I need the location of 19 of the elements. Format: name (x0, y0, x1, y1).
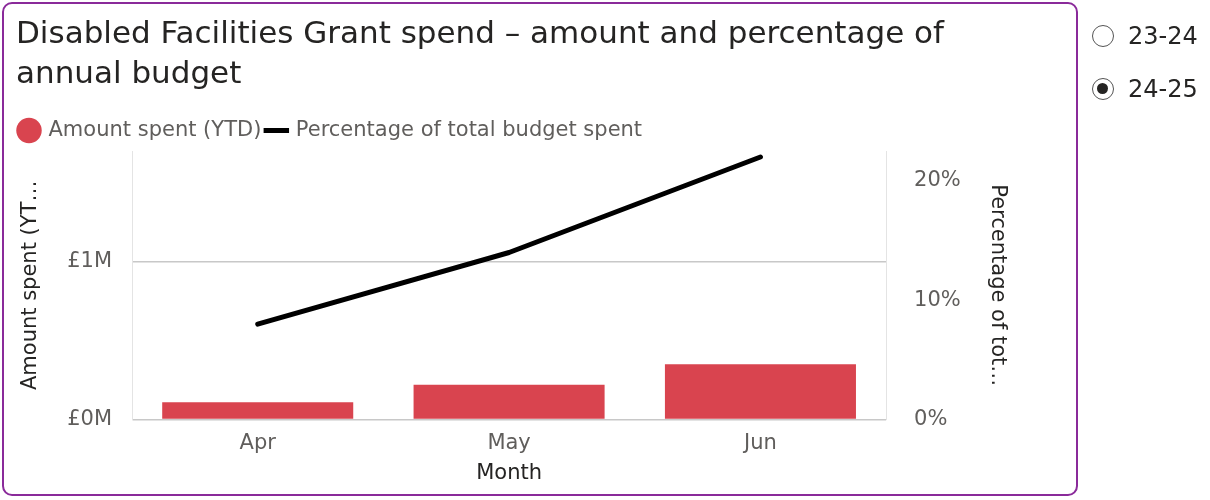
y-tick-label: £0M (67, 406, 113, 431)
bar (413, 384, 605, 419)
x-tick-label: May (487, 429, 531, 454)
bar (162, 402, 354, 419)
bar (664, 364, 856, 419)
text: 24-25 (1128, 75, 1198, 103)
x-tick-label: Jun (742, 429, 777, 454)
y2-tick-label: 0% (914, 406, 948, 431)
y-axis-title: Amount spent (YT… (17, 180, 42, 391)
y2-tick-label: 20% (914, 167, 961, 192)
legend-label: Amount spent (YTD) (48, 116, 262, 141)
legend-label: Percentage of total budget spent (295, 116, 643, 141)
y2-tick-label: 10% (914, 286, 961, 311)
x-tick-label: Apr (239, 429, 277, 454)
y-tick-label: £1M (67, 248, 113, 273)
chart-title: Disabled Facilities Grant spend – amount and percentage of annual budget (16, 13, 946, 92)
text: 23-24 (1128, 22, 1198, 50)
y2-axis-title: Percentage of tot… (986, 184, 1011, 387)
x-axis-title: Month (476, 459, 542, 484)
